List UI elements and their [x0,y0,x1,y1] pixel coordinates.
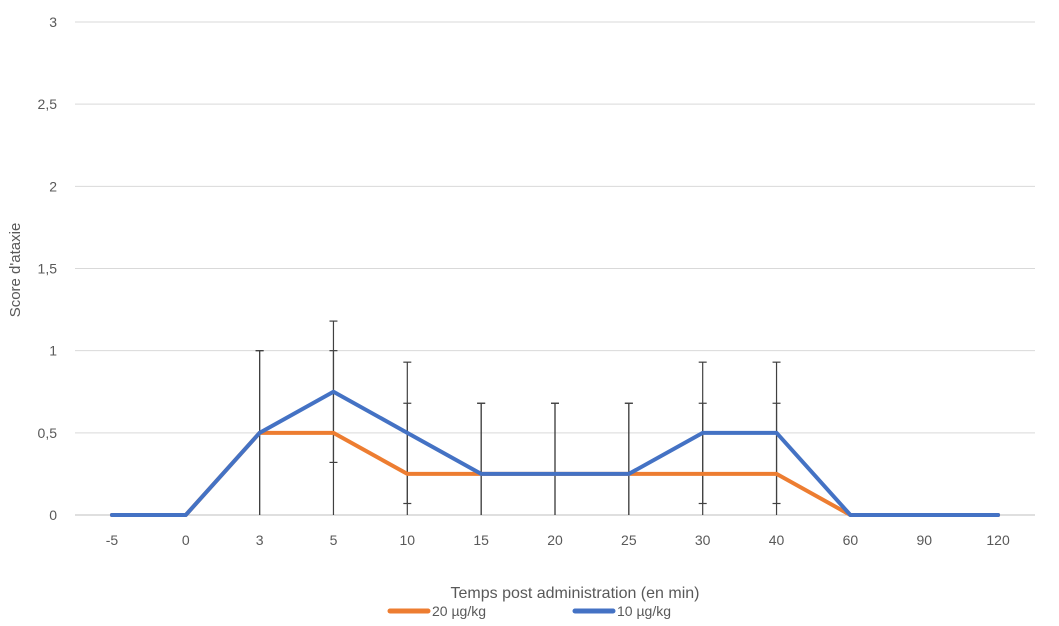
x-tick-label: 20 [547,532,563,548]
x-tick-label: 5 [330,532,338,548]
legend: 20 µg/kg 10 µg/kg [387,603,671,619]
x-tick-label: 15 [473,532,489,548]
y-tick-label: 2,5 [38,96,58,112]
legend-label-1: 20 µg/kg [432,603,486,619]
y-tick-label: 2 [49,178,57,194]
x-axis-title: Temps post administration (en min) [451,585,700,602]
x-axis-tick-labels: -5 0 3 5 10 15 20 25 30 40 60 90 120 [106,532,1010,548]
x-tick-label: 0 [182,532,190,548]
y-tick-label: 0,5 [38,425,58,441]
y-axis-tick-labels: 0 0,5 1 1,5 2 2,5 3 [38,14,58,523]
y-axis-title: Score d'ataxie [7,223,24,318]
x-tick-label: 90 [916,532,932,548]
x-tick-label: 40 [769,532,785,548]
series-lines [109,389,1001,517]
series-line-2 [109,389,1001,517]
x-tick-label: 120 [986,532,1010,548]
x-tick-label: 30 [695,532,711,548]
gridlines [75,21,1035,516]
legend-label-2: 10 µg/kg [617,603,671,619]
y-tick-label: 0 [49,507,57,523]
y-tick-label: 1 [49,343,57,359]
error-bars [255,320,781,515]
x-tick-label: 10 [400,532,416,548]
x-tick-label: 25 [621,532,637,548]
y-tick-label: 3 [49,14,57,30]
y-tick-label: 1,5 [38,261,58,277]
x-tick-label: 3 [256,532,264,548]
x-tick-label: 60 [843,532,859,548]
x-tick-label: -5 [106,532,119,548]
